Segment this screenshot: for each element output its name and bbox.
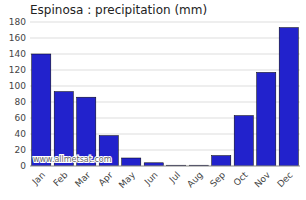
x-tick-label: Oct	[232, 170, 250, 188]
y-ticks: 0 20 40 60 80 100 120 140 160 180	[9, 17, 26, 171]
annotation: www.allmetsat.com	[33, 155, 112, 164]
chart: 020406080100120140160180JanFebMarAprMayJ…	[0, 0, 306, 200]
grid-line	[30, 38, 300, 39]
bar	[234, 116, 253, 166]
y-tick-label: 40	[15, 129, 27, 139]
x-tick-label: Aug	[185, 170, 205, 190]
x-axis-line	[30, 166, 300, 167]
bars	[32, 28, 299, 166]
y-tick-label: 160	[9, 33, 26, 43]
x-tick-label: Jul	[167, 170, 182, 185]
x-tick-label: Nov	[253, 169, 273, 189]
x-tick-label: May	[117, 169, 138, 190]
grid-line	[30, 54, 300, 55]
bar	[122, 158, 141, 166]
x-tick-label: Apr	[97, 170, 115, 188]
y-tick-label: 80	[15, 97, 27, 107]
x-tick-label: Dec	[275, 170, 294, 189]
bar	[212, 156, 231, 166]
x-tick-label: Jan	[30, 170, 48, 188]
bar	[257, 72, 276, 166]
grid-line	[30, 166, 300, 167]
y-tick-label: 120	[9, 65, 26, 75]
y-tick-label: 180	[9, 17, 26, 27]
grid-line	[30, 70, 300, 71]
y-tick-label: 20	[15, 145, 27, 155]
x-tick-label: Jun	[142, 170, 160, 188]
bar	[32, 54, 51, 166]
bar	[279, 28, 298, 166]
y-tick-label: 0	[20, 161, 26, 171]
title: Espinosa : precipitation (mm)	[30, 3, 207, 17]
x-tick-label: Mar	[73, 170, 92, 189]
x-tick-label: Sep	[208, 170, 227, 189]
chart-container: 020406080100120140160180JanFebMarAprMayJ…	[0, 0, 306, 200]
grid-line	[30, 22, 300, 23]
y-tick-label: 60	[15, 113, 27, 123]
y-grid	[30, 22, 300, 166]
y-tick-label: 100	[9, 81, 26, 91]
x-ticks: JanFebMar AprMayJun JulAugSep OctNovDec	[30, 169, 295, 190]
y-tick-label: 140	[9, 49, 26, 59]
x-tick-label: Feb	[51, 170, 70, 189]
